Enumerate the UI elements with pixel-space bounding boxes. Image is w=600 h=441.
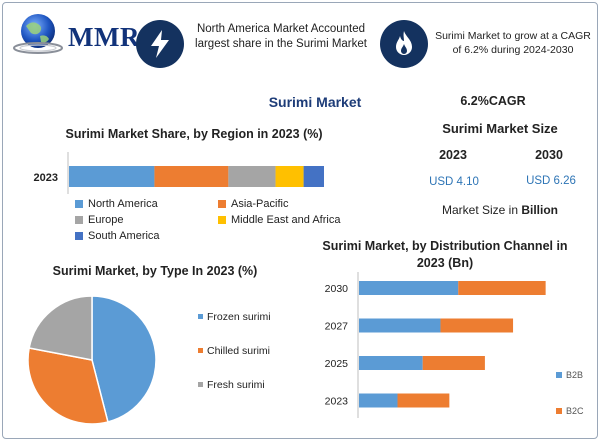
market-size-title: Surimi Market Size xyxy=(442,121,558,136)
legend-europe: Europe xyxy=(75,214,123,226)
type-chart-title: Surimi Market, by Type In 2023 (%) xyxy=(52,264,258,278)
channel-bar-segment xyxy=(359,356,423,370)
channel-bar-segment xyxy=(359,393,398,408)
unit-note-text: Market Size in xyxy=(441,203,522,217)
channel-bar-segment xyxy=(422,356,485,370)
legend-swatch xyxy=(75,232,83,240)
channel-category-label: 2025 xyxy=(325,358,349,370)
value-2023: USD 4.10 xyxy=(429,176,479,188)
legend-label: Middle East and Africa xyxy=(231,214,341,226)
region-bar-segment xyxy=(154,166,229,187)
globe-icon xyxy=(13,14,63,54)
region-bar-segment xyxy=(275,166,304,187)
pie-slice xyxy=(27,347,109,425)
lightning-bolt-icon xyxy=(136,20,184,68)
pie-slice xyxy=(91,295,157,423)
legend-middle-east-africa: Middle East and Africa xyxy=(218,214,340,226)
legend-label: North America xyxy=(88,198,158,210)
year-2030-label: 2030 xyxy=(535,148,563,162)
pie-legend-label: Fresh surimi xyxy=(207,379,265,391)
channel-bar-segment xyxy=(359,281,459,295)
pie-legend-swatch xyxy=(198,382,203,387)
callout-cagr: Surimi Market to grow at a CAGR of 6.2% … xyxy=(380,20,591,70)
region-chart: 2023 xyxy=(34,152,324,194)
mmr-logo: MMR xyxy=(10,10,139,54)
legend-south-america: South America xyxy=(75,230,160,242)
region-category-label: 2023 xyxy=(34,172,58,184)
channel-category-label: 2030 xyxy=(325,283,349,295)
channel-legend-label: B2B xyxy=(566,370,583,380)
pie-legend-swatch xyxy=(198,348,203,353)
legend-north-america: North America xyxy=(75,198,158,210)
pie-legend-swatch xyxy=(198,314,203,319)
channel-bar-segment xyxy=(359,318,441,333)
page-title: Surimi Market xyxy=(268,94,362,110)
year-2023-label: 2023 xyxy=(439,148,467,162)
legend-label: Asia-Pacific xyxy=(231,198,289,210)
region-chart-title: Surimi Market Share, by Region in 2023 (… xyxy=(65,127,323,141)
legend-label: Europe xyxy=(88,214,124,226)
channel-chart: 2030 2027 2025 2023 B2B B2C xyxy=(325,272,584,418)
region-bar-segment xyxy=(303,166,324,187)
region-bar-segment xyxy=(228,166,276,187)
value-2030: USD 6.26 xyxy=(526,175,576,187)
channel-legend-swatch xyxy=(556,408,562,414)
channel-bar-segment xyxy=(458,281,546,295)
callout-text: Surimi Market to grow at a CAGR of 6.2% … xyxy=(435,30,591,56)
channel-legend-swatch xyxy=(556,372,562,378)
channel-category-label: 2023 xyxy=(325,396,349,408)
channel-chart-title: Surimi Market, by Distribution Channel i… xyxy=(322,239,568,270)
pie-legend-label: Frozen surimi xyxy=(207,311,271,323)
legend-swatch xyxy=(75,216,83,224)
channel-bar-segment xyxy=(440,318,514,333)
cagr-label: 6.2%CAGR xyxy=(460,94,526,108)
logo-text: MMR xyxy=(68,22,140,52)
legend-asia-pacific: Asia-Pacific xyxy=(218,198,288,210)
legend-swatch xyxy=(218,216,226,224)
region-bar-segment xyxy=(69,166,155,187)
legend-label: South America xyxy=(88,230,160,242)
legend-swatch xyxy=(218,200,226,208)
market-size-unit-note: Market Size in Billion xyxy=(430,203,570,217)
channel-legend-label: B2C xyxy=(566,406,584,416)
callout-text: North America Market Accounted largest s… xyxy=(195,23,367,50)
channel-bar-segment xyxy=(397,393,450,408)
pie-legend-label: Chilled surimi xyxy=(207,345,270,357)
flame-icon xyxy=(380,20,428,68)
callout-north-america: North America Market Accounted largest s… xyxy=(136,20,376,70)
unit-note-bold: Billion xyxy=(521,203,559,217)
pie-slice xyxy=(28,295,93,361)
channel-category-label: 2027 xyxy=(325,321,349,333)
legend-swatch xyxy=(75,200,83,208)
type-pie-chart: Frozen surimi Chilled surimi Fresh surimi xyxy=(27,295,271,425)
